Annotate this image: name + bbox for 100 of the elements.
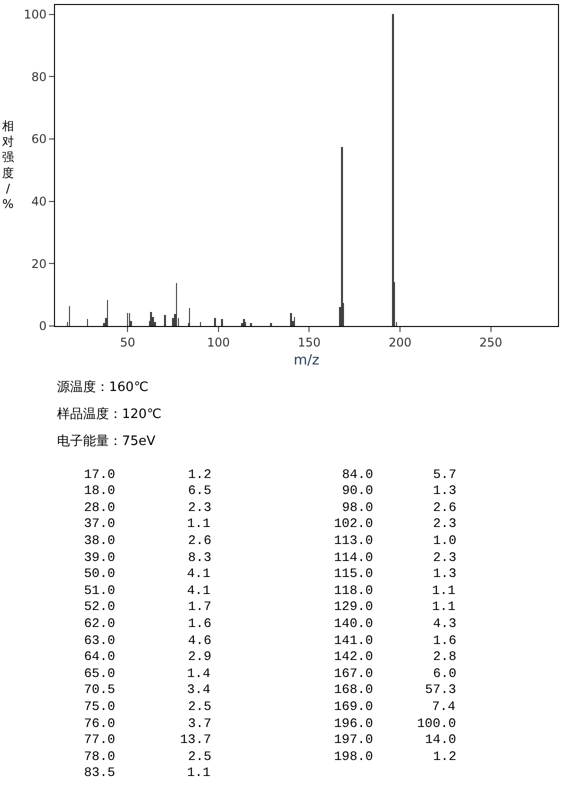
y-tick-label: 0 — [38, 319, 47, 334]
x-tick-label: 150 — [298, 335, 321, 350]
y-axis-title: 相对强度/% — [2, 119, 14, 211]
data-label: 14.0 — [425, 732, 456, 747]
category-label: 17.0 — [84, 467, 116, 482]
data-label: 2.6 — [188, 533, 212, 548]
category-label: 75.0 — [84, 699, 116, 714]
text: 电子能量：75eV — [57, 434, 156, 449]
category-label: 90.0 — [342, 483, 374, 498]
category-label: 141.0 — [334, 633, 374, 648]
category-label: 76.0 — [84, 716, 116, 731]
data-label: 2.5 — [188, 749, 212, 764]
y-tick-label: 20 — [31, 256, 47, 271]
x-tick-label: 200 — [388, 335, 412, 350]
bar — [341, 147, 343, 326]
data-label: 57.3 — [425, 682, 456, 697]
category-label: 113.0 — [334, 533, 374, 548]
bar — [392, 14, 394, 326]
category-label: 102.0 — [334, 516, 374, 531]
category-label: 168.0 — [334, 682, 374, 697]
data-label: 13.7 — [180, 732, 212, 747]
data-label: 1.4 — [187, 666, 211, 681]
data-label: 2.3 — [433, 516, 456, 531]
category-label: 28.0 — [84, 500, 116, 515]
data-label: 6.0 — [433, 666, 456, 681]
data-label: 2.3 — [188, 500, 212, 515]
text: 源温度：160℃ — [57, 379, 148, 395]
bar — [214, 318, 216, 326]
data-label: 1.1 — [187, 765, 211, 780]
category-label: 98.0 — [342, 500, 374, 515]
category-label: 114.0 — [334, 550, 374, 565]
x-axis-title: m/z — [294, 352, 320, 369]
data-label: 3.7 — [188, 716, 212, 731]
category-label: 62.0 — [84, 616, 116, 631]
category-label: 52.0 — [84, 599, 116, 614]
bar — [241, 323, 243, 326]
category-label: 197.0 — [334, 732, 374, 747]
data-label: 100.0 — [417, 716, 456, 731]
bar — [164, 315, 166, 326]
data-label: 6.5 — [188, 483, 212, 498]
bar — [290, 313, 292, 326]
text: 样品温度：120℃ — [57, 406, 162, 422]
y-tick-label: 60 — [31, 132, 47, 146]
x-tick-label: 250 — [479, 335, 502, 350]
category-label: 38.0 — [84, 533, 116, 548]
category-label: 39.0 — [84, 550, 116, 565]
data-label: 2.5 — [188, 699, 212, 714]
data-label: 4.3 — [433, 616, 456, 631]
category-label: 51.0 — [84, 583, 116, 598]
category-label: 63.0 — [84, 633, 116, 648]
category-label: 115.0 — [334, 566, 374, 581]
data-label: 4.1 — [187, 566, 211, 581]
data-label: 8.3 — [188, 550, 212, 565]
x-tick-label: 100 — [206, 335, 230, 350]
data-label: 1.6 — [188, 616, 212, 631]
data-label: 1.2 — [433, 749, 456, 764]
category-label: 84.0 — [342, 467, 374, 482]
category-label: 167.0 — [334, 666, 374, 681]
y-tick-label: 100 — [24, 8, 47, 22]
y-tick-label: 80 — [31, 70, 47, 84]
category-label: 140.0 — [334, 616, 374, 631]
bar — [172, 318, 174, 326]
category-label: 83.5 — [84, 765, 116, 780]
category-label: 118.0 — [334, 583, 374, 598]
category-label: 169.0 — [334, 699, 374, 714]
data-label: 2.8 — [433, 649, 456, 664]
data-label: 2.9 — [188, 649, 212, 664]
category-label: 77.0 — [84, 732, 116, 747]
data-label: 5.7 — [433, 467, 456, 482]
category-label: 78.0 — [84, 749, 116, 764]
data-label: 1.1 — [187, 516, 211, 531]
data-label: 4.6 — [188, 633, 212, 648]
category-label: 142.0 — [334, 649, 374, 664]
category-label: 65.0 — [84, 666, 116, 681]
data-label: 1.3 — [433, 483, 456, 498]
data-label: 1.3 — [433, 566, 456, 581]
data-label: 1.2 — [188, 467, 212, 482]
category-label: 70.5 — [84, 682, 116, 697]
data-label: 1.1 — [432, 583, 456, 598]
category-label: 50.0 — [84, 566, 116, 581]
data-label: 4.1 — [187, 583, 211, 598]
bar — [221, 319, 223, 326]
data-label: 7.4 — [432, 699, 456, 714]
data-label: 2.3 — [433, 550, 456, 565]
y-tick-label: 40 — [31, 194, 47, 209]
data-label: 1.7 — [188, 599, 212, 614]
data-label: 3.4 — [187, 682, 211, 697]
category-label: 129.0 — [334, 599, 374, 614]
bar — [150, 312, 152, 326]
category-label: 198.0 — [334, 749, 374, 764]
category-label: 18.0 — [84, 483, 116, 498]
bar — [270, 323, 272, 326]
category-label: 64.0 — [84, 649, 116, 664]
data-label: 1.6 — [433, 633, 456, 648]
data-label: 1.1 — [432, 599, 456, 614]
bar — [250, 323, 252, 326]
category-label: 196.0 — [334, 716, 374, 731]
data-label: 1.0 — [433, 533, 456, 548]
data-label: 2.6 — [433, 500, 456, 515]
category-label: 37.0 — [84, 516, 116, 531]
